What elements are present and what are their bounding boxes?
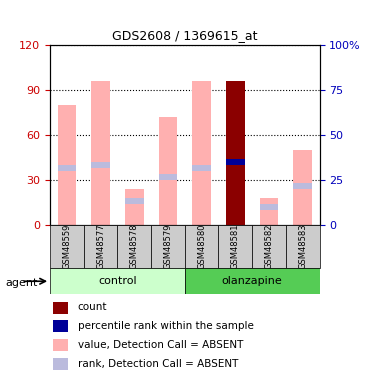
Bar: [50, 225, 84, 268]
Bar: [286, 225, 320, 268]
Bar: [192, 81, 211, 225]
Text: olanzapine: olanzapine: [222, 276, 283, 286]
Bar: [53, 302, 68, 313]
Bar: [219, 225, 252, 268]
Bar: [293, 183, 312, 189]
Text: percentile rank within the sample: percentile rank within the sample: [78, 321, 254, 331]
Text: GSM48578: GSM48578: [130, 224, 139, 269]
Bar: [53, 339, 68, 351]
Bar: [159, 174, 177, 180]
Bar: [58, 105, 76, 225]
Bar: [91, 81, 110, 225]
Bar: [58, 165, 76, 171]
Bar: [151, 225, 185, 268]
Text: GSM48581: GSM48581: [231, 224, 240, 269]
Text: GSM48582: GSM48582: [264, 224, 273, 269]
Text: control: control: [98, 276, 137, 286]
Text: rank, Detection Call = ABSENT: rank, Detection Call = ABSENT: [78, 359, 238, 369]
Bar: [293, 150, 312, 225]
Bar: [50, 268, 185, 294]
Bar: [260, 204, 278, 210]
Bar: [125, 198, 144, 204]
Bar: [185, 268, 320, 294]
Text: GSM48579: GSM48579: [164, 224, 172, 269]
Text: GSM48580: GSM48580: [197, 224, 206, 269]
Bar: [185, 225, 219, 268]
Bar: [226, 159, 244, 165]
Bar: [252, 225, 286, 268]
Text: GSM48559: GSM48559: [62, 224, 71, 269]
Bar: [226, 81, 244, 225]
Bar: [125, 189, 144, 225]
Text: GSM48583: GSM48583: [298, 224, 307, 269]
Text: value, Detection Call = ABSENT: value, Detection Call = ABSENT: [78, 340, 243, 350]
Bar: [260, 198, 278, 225]
Text: count: count: [78, 303, 107, 312]
Bar: [84, 225, 117, 268]
Bar: [91, 162, 110, 168]
Bar: [192, 165, 211, 171]
Text: GSM48577: GSM48577: [96, 224, 105, 269]
Text: agent: agent: [6, 278, 38, 288]
Bar: [117, 225, 151, 268]
Title: GDS2608 / 1369615_at: GDS2608 / 1369615_at: [112, 30, 258, 42]
Bar: [53, 358, 68, 370]
Bar: [159, 117, 177, 225]
Bar: [53, 320, 68, 332]
